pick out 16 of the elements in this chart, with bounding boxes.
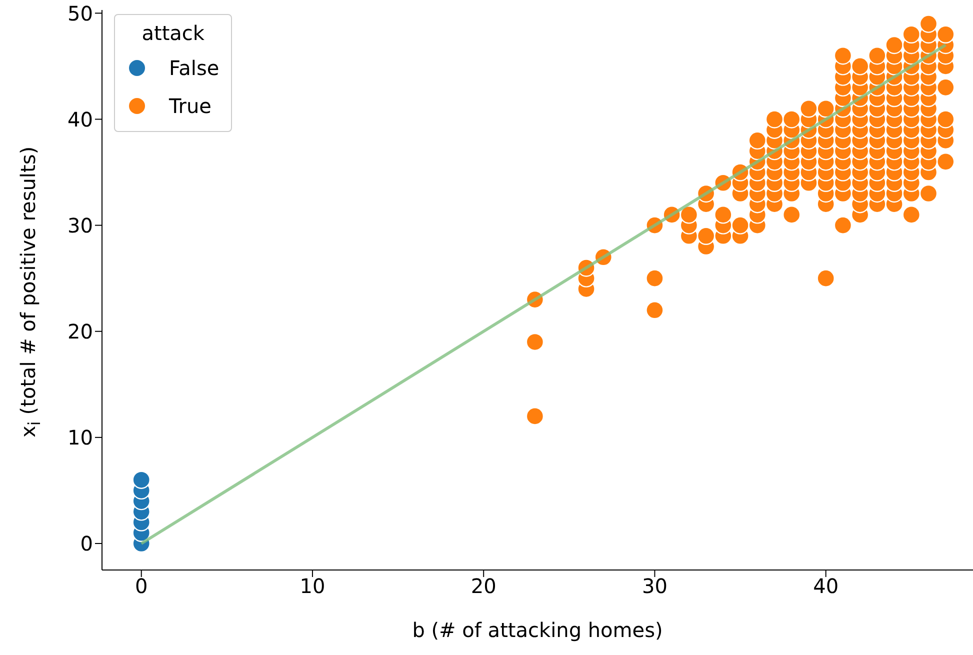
x-tick-label: 30 bbox=[642, 574, 668, 598]
y-tick-label: 20 bbox=[68, 319, 93, 344]
x-tick-label: 40 bbox=[813, 574, 839, 598]
y-tick-label: 40 bbox=[68, 107, 93, 132]
x-tick-label: 20 bbox=[470, 574, 496, 598]
y-tick-label: 50 bbox=[68, 1, 93, 26]
legend-title: attack bbox=[140, 21, 206, 45]
legend-label: False bbox=[169, 56, 220, 80]
x-tick-label: 10 bbox=[300, 574, 326, 598]
point bbox=[132, 470, 150, 489]
legend-label: True bbox=[169, 94, 212, 118]
x-tick-label: 0 bbox=[134, 574, 148, 598]
y-tick-label: 0 bbox=[80, 532, 93, 556]
y-tick-label: 10 bbox=[68, 426, 93, 450]
x-axis-title: b (# of attacking homes) bbox=[411, 618, 664, 642]
y-tick-label: 30 bbox=[68, 213, 93, 238]
